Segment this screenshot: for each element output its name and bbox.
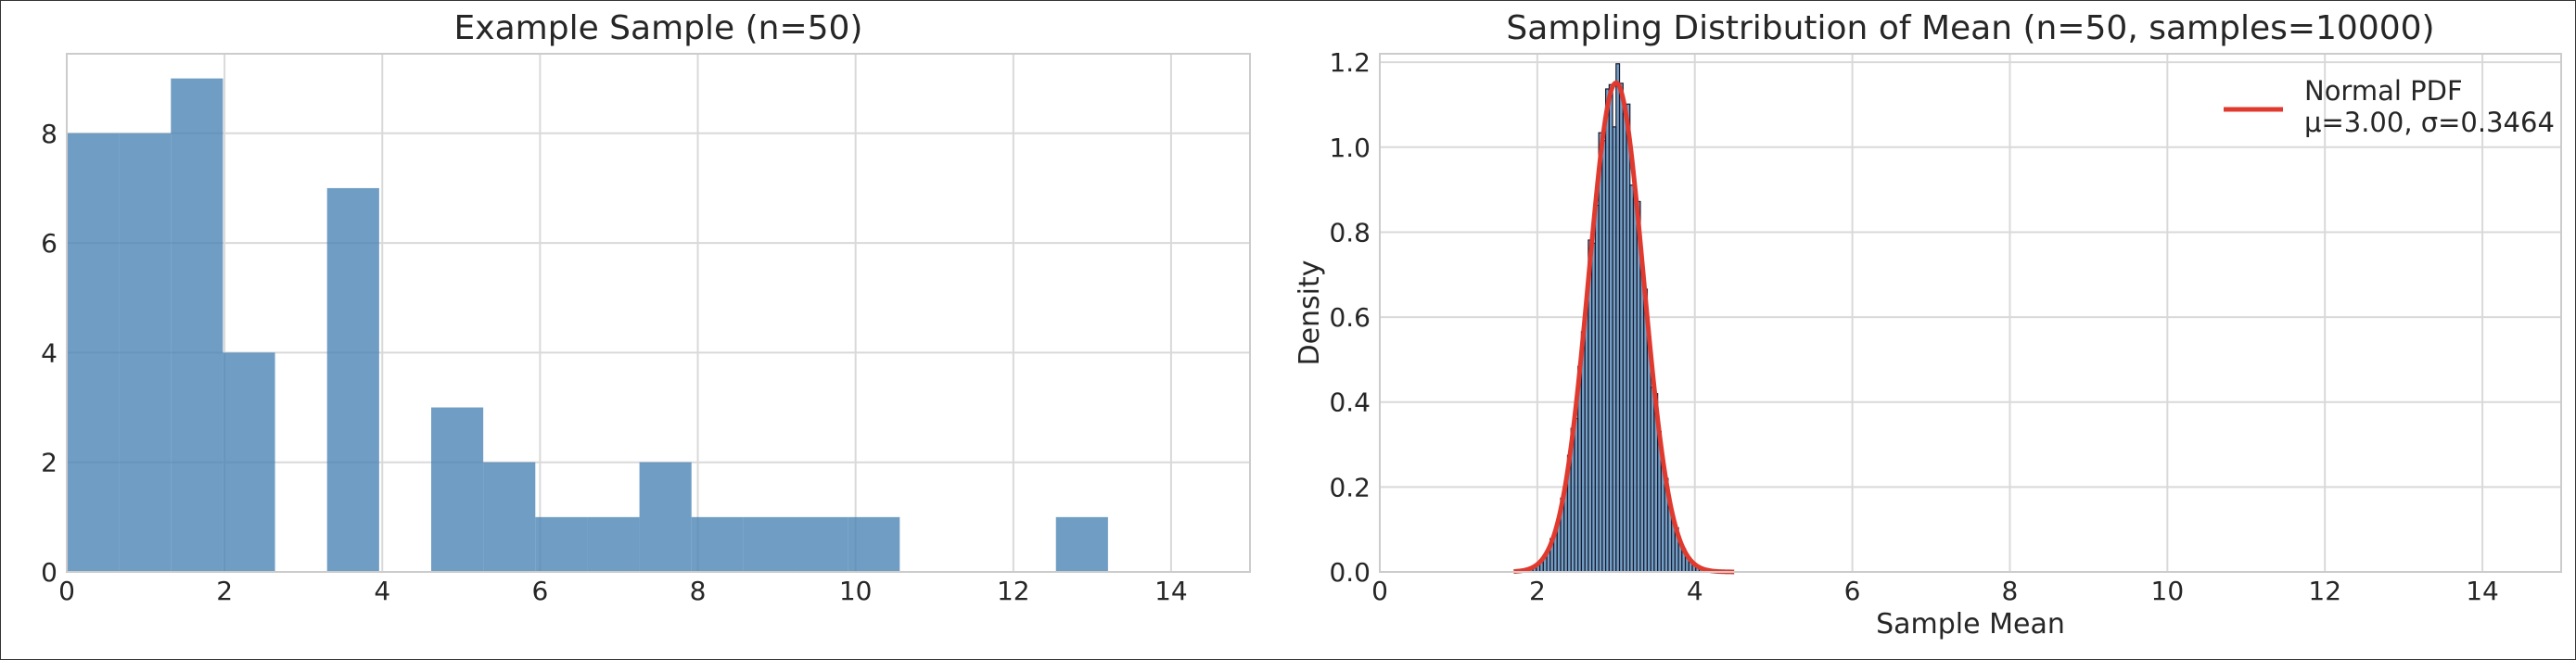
y-tick-label: 1.2 [1329, 47, 1371, 78]
plot-frame [1379, 53, 2562, 573]
y-tick-label: 1.0 [1329, 133, 1371, 163]
x-tick-label: 10 [839, 576, 873, 606]
x-tick-label: 14 [2466, 576, 2499, 606]
y-tick-label: 6 [41, 228, 57, 259]
x-tick-label: 12 [2308, 576, 2341, 606]
histogram-bar [796, 516, 848, 572]
x-tick-label: 6 [1844, 576, 1861, 606]
histogram-bar [848, 516, 900, 572]
y-tick-label: 0.6 [1329, 302, 1371, 333]
histogram-bar [587, 516, 640, 572]
histogram-bar [1055, 516, 1108, 572]
histogram-bar [431, 407, 484, 572]
chart-title: Example Sample (n=50) [454, 9, 863, 47]
x-tick-label: 2 [216, 576, 233, 606]
histogram-bar [639, 462, 692, 572]
y-tick-label: 0.2 [1329, 472, 1371, 502]
y-tick-label: 0.8 [1329, 217, 1371, 248]
x-tick-label: 12 [997, 576, 1030, 606]
histogram-bar [743, 516, 797, 572]
x-tick-label: 4 [374, 576, 390, 606]
histogram-bar [535, 516, 588, 572]
x-tick-label: 0 [58, 576, 75, 606]
x-tick-label: 10 [2151, 576, 2185, 606]
chart-2: 0 2 4 6 8 10 12 14 0.0 0.2 0.4 0.6 0.8 1.0 1.2 Sample M… [1294, 9, 2562, 641]
x-tick-label: 14 [1154, 576, 1188, 606]
x-tick-label: 0 [1371, 576, 1388, 606]
y-tick-label: 2 [41, 448, 57, 478]
histogram-bar [691, 516, 744, 572]
x-axis-label: Sample Mean [1876, 608, 2065, 641]
normal-pdf-line [1512, 80, 1736, 575]
chart-1: 0 2 4 6 8 10 12 14 0 2 4 6 8 Example Sample (n=50) [41, 9, 1251, 606]
chart-title: Sampling Distribution of Mean (n=50, sam… [1506, 9, 2434, 47]
legend-label-line1: Normal PDF [2304, 75, 2463, 107]
x-tick-label: 6 [531, 576, 548, 606]
y-axis-label: Density [1294, 260, 1326, 365]
legend-label-line2: μ=3.00, σ=0.3464 [2304, 107, 2555, 138]
histogram-bar [223, 352, 275, 572]
histogram-bar [171, 78, 223, 573]
x-tick-label: 4 [1687, 576, 1703, 606]
y-tick-label: 8 [41, 119, 57, 149]
y-tick-label: 0 [41, 557, 57, 588]
x-tick-label: 2 [1529, 576, 1546, 606]
y-tick-label: 4 [41, 337, 57, 368]
x-tick-label: 8 [690, 576, 707, 606]
histogram-bar [67, 133, 120, 572]
x-tick-label: 8 [2002, 576, 2019, 606]
y-tick-label: 0.4 [1329, 387, 1371, 418]
plot-frame [66, 53, 1251, 573]
histogram-bar [119, 133, 172, 572]
histogram-bar [326, 187, 379, 573]
y-tick-label: 0.0 [1329, 557, 1371, 588]
histogram-bar [483, 462, 536, 572]
